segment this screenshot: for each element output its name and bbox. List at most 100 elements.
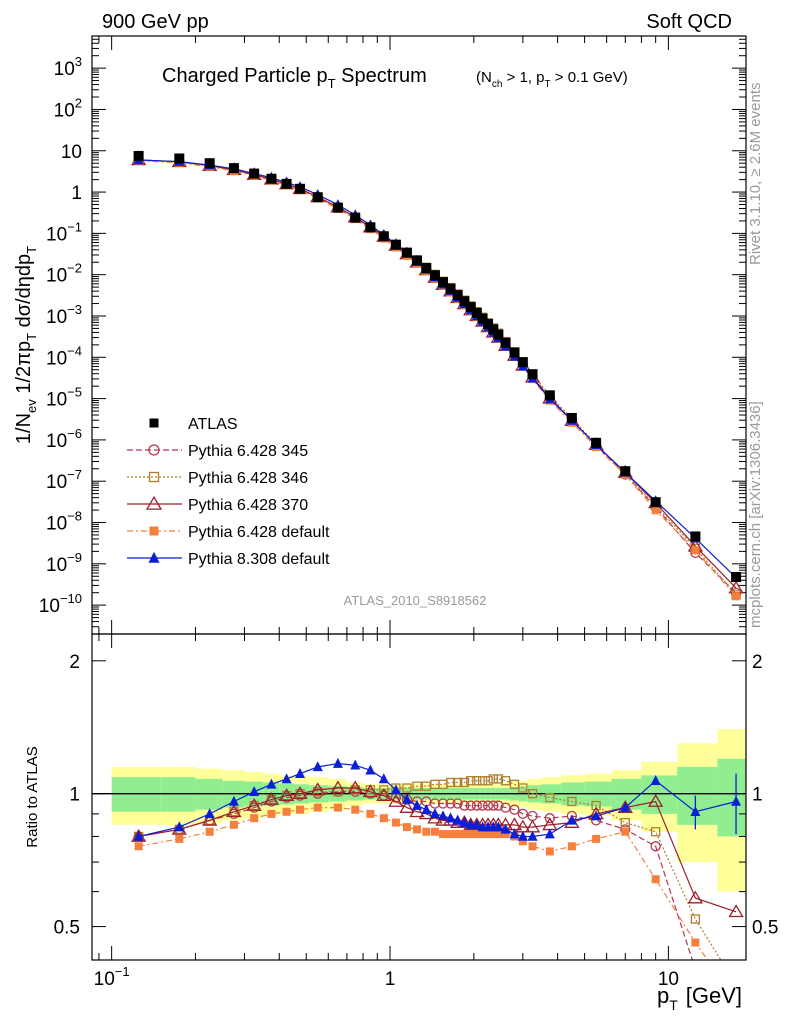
- atlas-point: [527, 369, 538, 380]
- ratio-point: [690, 914, 701, 924]
- data-series: [130, 150, 744, 960]
- main-y-tick-label: 10−7: [46, 467, 82, 493]
- main-y-tick-label: 10−1: [46, 219, 82, 245]
- main-point: [651, 506, 660, 515]
- atlas-point: [731, 571, 742, 582]
- ratio-point: [134, 842, 143, 851]
- ratio-point: [489, 830, 498, 839]
- ratio-point: [226, 804, 242, 818]
- ratio-point: [733, 959, 739, 960]
- ratio-point: [379, 785, 389, 795]
- legend-marker: [148, 551, 160, 563]
- ratio-point: [471, 819, 482, 830]
- atlas-point: [412, 255, 423, 266]
- ratio-point: [376, 788, 392, 801]
- x-axis-label: pT [GeV]: [657, 983, 742, 1013]
- main-y-tick-label: 10−6: [46, 426, 82, 452]
- ratio-y-tick-label: 2: [69, 652, 80, 673]
- atlas-point: [378, 231, 389, 242]
- ratio-point: [422, 827, 431, 836]
- atlas-point: [566, 412, 577, 423]
- ratio-point: [278, 788, 295, 801]
- atlas-point: [517, 357, 528, 368]
- ratio-point: [493, 800, 504, 811]
- legend-marker: [149, 418, 159, 428]
- ratio-point: [362, 784, 379, 798]
- ratio-point: [379, 814, 388, 823]
- main-y-tick-label: 10−10: [39, 591, 82, 617]
- ratio-point: [453, 777, 463, 788]
- ratio-point: [437, 798, 449, 809]
- ratio-point: [453, 830, 462, 839]
- legend-entry: Pythia 6.428 default: [127, 524, 330, 541]
- ratio-point: [477, 800, 488, 811]
- main-point: [732, 592, 741, 601]
- ratio-point: [266, 778, 277, 789]
- ratio-point: [310, 782, 326, 796]
- ratio-point: [347, 780, 363, 794]
- ratio-point: [500, 823, 511, 834]
- ratio-point: [250, 814, 259, 823]
- atlas-point: [471, 307, 482, 318]
- ratio-point: [281, 773, 292, 784]
- ratio-point: [591, 800, 601, 811]
- main-y-tick-label: 103: [54, 54, 82, 80]
- ratio-point: [313, 803, 322, 812]
- ratio-point: [484, 830, 493, 839]
- atlas-point: [509, 347, 520, 358]
- ratio-y-tick-label-right: 0.5: [752, 918, 778, 939]
- analysis-tag: ATLAS_2010_S8918562: [344, 593, 487, 608]
- ratio-point: [430, 827, 439, 836]
- ratio-point: [687, 890, 704, 904]
- ratio-point: [452, 798, 463, 809]
- band-inner: [717, 758, 746, 837]
- legend-entry: Pythia 6.428 346: [127, 470, 308, 487]
- ratio-point: [204, 808, 215, 819]
- atlas-point: [249, 168, 260, 179]
- atlas-point: [650, 497, 661, 508]
- ratio-point: [313, 787, 323, 797]
- atlas-point: [620, 466, 631, 477]
- ratio-point: [651, 827, 661, 837]
- ratio-frame: [91, 633, 747, 961]
- ratio-point: [518, 837, 527, 846]
- ratio-series-group: [130, 757, 744, 960]
- atlas-point: [429, 270, 440, 281]
- ratio-point: [494, 830, 503, 839]
- legend-label: Pythia 8.308 default: [188, 551, 330, 568]
- main-frame: [91, 35, 747, 635]
- ratio-point: [591, 810, 602, 821]
- legend-label: Pythia 6.428 345: [188, 443, 308, 460]
- ratio-point: [391, 818, 400, 827]
- ratio-point: [282, 807, 291, 816]
- atlas-point: [365, 222, 376, 233]
- legend: ATLAS Pythia 6.428 345 Pythia 6.428 346 Pyt…: [127, 416, 330, 568]
- ratio-y-tick-label-right: 2: [752, 652, 763, 673]
- ratio-point: [229, 820, 238, 829]
- ratio-point: [388, 793, 404, 807]
- ratio-point: [477, 776, 488, 786]
- atlas-point: [228, 163, 239, 174]
- ratio-y-axis-label: Ratio to ATLAS: [24, 746, 41, 847]
- legend-marker: [148, 444, 160, 456]
- ratio-point: [472, 830, 481, 839]
- ratio-point: [617, 800, 633, 813]
- ratio-point: [544, 813, 555, 824]
- ratio-point: [350, 785, 360, 795]
- main-y-tick-label: 10−4: [46, 343, 82, 369]
- rivet-version-label: Rivet 3.1.10, ≥ 2.6M events: [747, 83, 764, 266]
- atlas-point: [452, 290, 463, 301]
- ratio-point: [620, 801, 631, 812]
- ratio-point: [332, 757, 343, 768]
- ratio-point: [312, 761, 323, 772]
- ratio-point: [267, 809, 276, 818]
- atlas-point: [500, 337, 511, 348]
- atlas-point: [493, 329, 504, 340]
- ratio-point: [566, 814, 577, 825]
- ratio-point: [350, 759, 361, 770]
- band-inner: [160, 777, 196, 812]
- ratio-point: [459, 800, 470, 811]
- x-tick-label: 10: [658, 969, 679, 990]
- ratio-point: [528, 842, 537, 851]
- ratio-point: [567, 796, 577, 807]
